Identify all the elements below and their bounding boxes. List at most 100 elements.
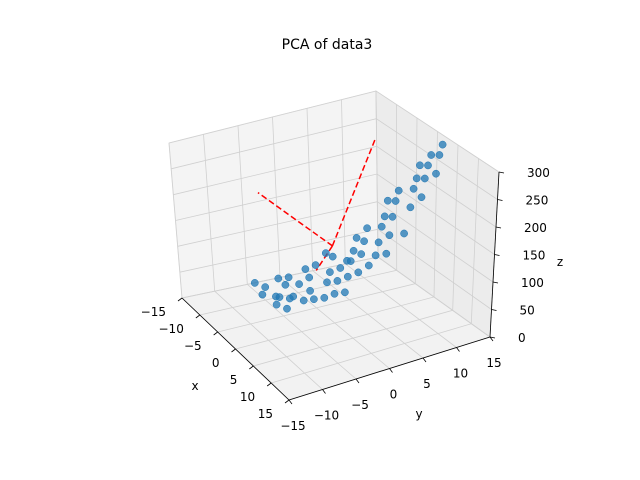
principal-component-lines: [257, 137, 377, 271]
data-point: [400, 229, 408, 238]
data-point: [343, 256, 351, 265]
data-point: [321, 249, 330, 257]
y-tick-label: −15: [280, 419, 305, 433]
data-point: [272, 300, 281, 309]
data-point: [377, 222, 386, 231]
data-point: [258, 290, 267, 299]
data-point: [360, 237, 368, 246]
data-point: [320, 293, 329, 302]
data-point: [301, 265, 310, 273]
z-tick-label: 50: [520, 304, 535, 318]
x-tick-label: 15: [258, 407, 273, 421]
y-tick-mark: [422, 357, 427, 363]
data-point: [306, 286, 314, 295]
data-point: [380, 212, 389, 221]
data-point: [424, 161, 432, 170]
z-tick-mark: [494, 254, 500, 256]
y-tick-mark: [355, 378, 360, 384]
y-tick-mark: [389, 368, 393, 373]
y-tick-label: 15: [486, 356, 501, 370]
y-tick-label: 10: [453, 367, 468, 381]
data-point: [409, 184, 418, 193]
data-point: [310, 295, 318, 304]
grid-line-z: [168, 90, 500, 173]
y-tick-label: −5: [351, 398, 369, 412]
y-tick-mark: [322, 389, 326, 394]
grid-line-z: [175, 173, 495, 255]
data-point: [328, 252, 337, 261]
x-tick-mark: [213, 331, 218, 336]
grid-line-z: [177, 201, 494, 283]
x-tick-label: 10: [240, 390, 255, 404]
y-tick-mark: [456, 347, 460, 352]
x-tick-mark: [284, 399, 290, 404]
data-point: [272, 292, 280, 301]
data-point: [371, 251, 380, 260]
data-point: [341, 288, 349, 297]
data-point: [438, 140, 447, 149]
data-point: [364, 261, 373, 270]
y-tick-mark: [288, 399, 293, 405]
z-tick-label: 0: [518, 331, 526, 345]
x-tick-label: −15: [141, 305, 166, 319]
x-tick-mark: [231, 348, 236, 353]
z-tick-mark: [497, 199, 503, 201]
x-tick-label: 0: [212, 356, 220, 370]
data-point: [274, 274, 283, 283]
data-point: [394, 186, 403, 195]
z-tick-label: 100: [521, 276, 544, 290]
z-tick-mark: [498, 171, 505, 174]
data-point: [305, 273, 314, 282]
y-tick-label: −10: [314, 409, 339, 423]
tick-labels: −15−10−5051015−15−10−5051015050100150200…: [141, 166, 550, 433]
z-tick-mark: [492, 281, 499, 284]
y-tick-mark: [489, 336, 494, 342]
data-point: [417, 193, 426, 202]
data-point: [374, 238, 383, 247]
z-tick-mark: [495, 226, 502, 229]
data-point: [382, 249, 391, 258]
data-point: [412, 174, 421, 183]
data-point: [416, 161, 424, 170]
x-tick-mark: [195, 314, 201, 319]
data-point: [283, 304, 291, 313]
z-tick-label: 150: [523, 249, 546, 263]
data-point: [281, 280, 290, 289]
data-point: [333, 277, 342, 285]
x-axis-label: x: [191, 379, 198, 393]
grid-line-z: [173, 145, 497, 228]
x-tick-mark: [249, 365, 254, 370]
grid-line-z: [179, 228, 492, 310]
y-tick-label: 5: [423, 377, 431, 391]
y-axis-label: y: [415, 407, 422, 421]
z-tick-mark: [489, 336, 496, 339]
data-point: [323, 278, 331, 287]
x-tick-label: −5: [184, 339, 202, 353]
principal-component-line-1: [257, 192, 333, 247]
x-tick-mark: [266, 382, 272, 387]
data-point: [420, 174, 429, 183]
axes-panes: [168, 90, 500, 401]
z-tick-label: 300: [527, 166, 550, 180]
data-point: [435, 151, 444, 159]
data-point: [299, 296, 308, 305]
data-point: [385, 231, 394, 240]
z-tick-mark: [491, 309, 497, 311]
data-point: [354, 268, 363, 277]
z-axis-label: z: [557, 255, 563, 269]
x-tick-mark: [177, 297, 183, 302]
data-point: [352, 234, 361, 242]
data-point: [285, 294, 294, 303]
data-point: [261, 283, 270, 291]
data-point: [388, 212, 397, 221]
data-point: [311, 261, 320, 269]
z-tick-label: 200: [524, 221, 547, 235]
principal-component-line-3: [315, 245, 334, 271]
x-tick-label: −10: [159, 322, 184, 336]
data-point: [363, 224, 371, 233]
chart-title: PCA of data3: [282, 37, 373, 53]
z-tick-label: 250: [526, 194, 549, 208]
data-point: [383, 196, 392, 205]
data-point: [326, 268, 334, 276]
data-point: [349, 246, 358, 255]
